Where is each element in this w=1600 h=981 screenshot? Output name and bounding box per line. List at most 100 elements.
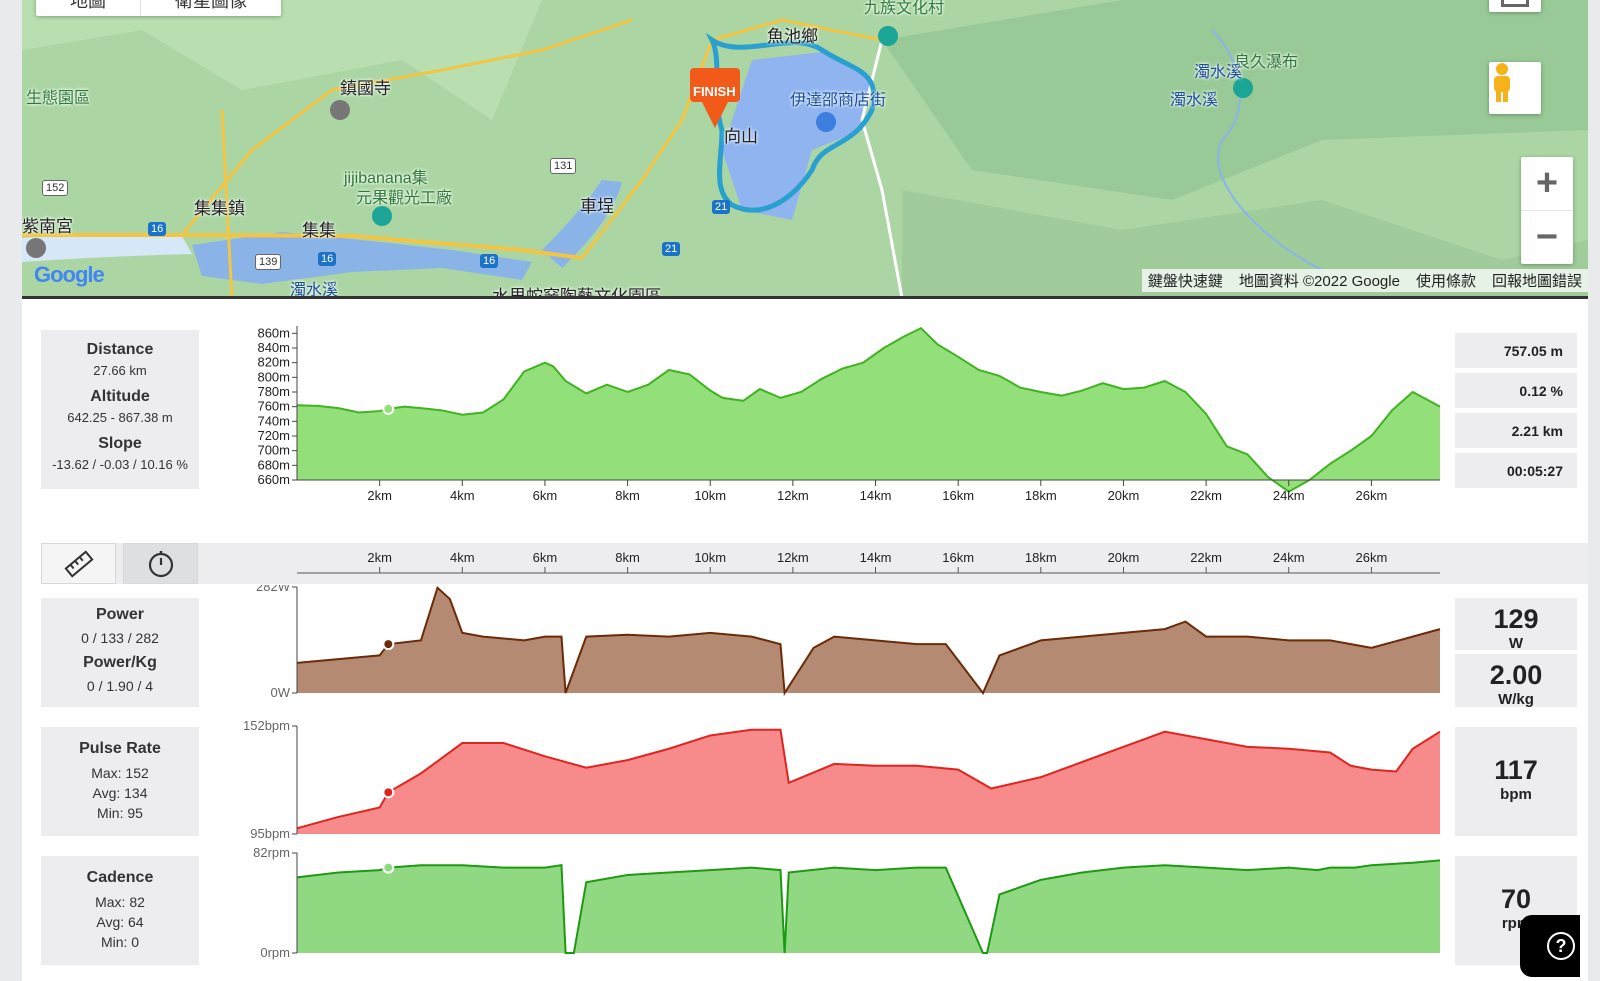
readout-slope: 0.12 % bbox=[1455, 373, 1577, 408]
map-place-label[interactable]: 集集 bbox=[302, 221, 336, 240]
power-current: 129 bbox=[1493, 604, 1539, 634]
map-place-label[interactable]: 伊達邵商店街 bbox=[790, 92, 887, 109]
cadence-avg: Avg: 64 bbox=[96, 914, 144, 930]
map-place-label[interactable]: 良久瀑布 bbox=[1234, 54, 1299, 71]
power-unit: W bbox=[1508, 635, 1524, 652]
distance-mode-button[interactable] bbox=[41, 543, 116, 584]
map-place-label[interactable]: 元果觀光工廠 bbox=[356, 190, 453, 207]
power-chart[interactable]: 282W 0W bbox=[206, 585, 1468, 710]
y-tick-label: 0W bbox=[271, 685, 291, 700]
map-data-credit: 地圖資料 ©2022 Google bbox=[1238, 273, 1400, 290]
x-tick-label: 10km bbox=[694, 488, 726, 503]
report-error-link[interactable]: 回報地圖錯誤 bbox=[1491, 273, 1582, 290]
zoom-out-button[interactable]: − bbox=[1521, 210, 1573, 264]
altitude-value: 642.25 - 867.38 m bbox=[67, 410, 173, 425]
pulse-summary-panel: Pulse Rate Max: 152 Avg: 134 Min: 95 bbox=[41, 727, 199, 836]
slope-value: -13.62 / -0.03 / 10.16 % bbox=[52, 457, 188, 472]
y-tick-label: 780m bbox=[257, 384, 290, 399]
series-line bbox=[296, 326, 1441, 493]
map-type-satellite-button[interactable]: 衛星圖像 bbox=[140, 0, 281, 16]
power-per-kg-current: 2.00 bbox=[1489, 660, 1543, 690]
map-place-label[interactable]: 集集鎮 bbox=[194, 199, 245, 218]
x-tick-label: 12km bbox=[777, 550, 809, 565]
x-tick-label: 16km bbox=[942, 488, 974, 503]
finish-marker-icon bbox=[690, 68, 740, 128]
fullscreen-button[interactable] bbox=[1489, 0, 1541, 12]
map-place-label[interactable]: 濁水溪 bbox=[1194, 64, 1243, 81]
series-area bbox=[297, 328, 1440, 492]
altitude-label: Altitude bbox=[90, 388, 150, 405]
help-button[interactable]: ? bbox=[1520, 915, 1580, 977]
map-terrain bbox=[22, 0, 1588, 298]
keyboard-shortcuts-link[interactable]: 鍵盤快速鍵 bbox=[1147, 273, 1223, 290]
page: 地圖 衛星圖像 魚池鄉 九族文化村 鎮國寺 生態園區 伊達邵商店街 良久瀑布 濁水溪 濁水溪 j… bbox=[22, 0, 1588, 981]
terms-link[interactable]: 使用條款 bbox=[1415, 273, 1476, 290]
map-place-label[interactable]: 紫南宮 bbox=[22, 217, 73, 236]
map-place-label[interactable]: 鎮國寺 bbox=[340, 79, 391, 98]
map-place-label[interactable]: jijibanana集 bbox=[344, 170, 428, 187]
chart-toolbar: 2km 4km 6km 8km 10km 12km 14km 16km 18km 20km 22km… bbox=[41, 543, 1588, 584]
map-place-label[interactable]: 魚池鄉 bbox=[767, 27, 818, 46]
map-type-map-button[interactable]: 地圖 bbox=[70, 0, 106, 11]
zoom-control: + − bbox=[1521, 157, 1573, 264]
x-tick-label: 2km bbox=[367, 550, 392, 565]
pulse-min: Min: 95 bbox=[97, 805, 143, 821]
power-per-kg-values: 0 / 1.90 / 4 bbox=[86, 678, 154, 694]
cadence-summary-panel: Cadence Max: 82 Avg: 64 Min: 0 bbox=[41, 856, 199, 965]
series-line bbox=[296, 585, 1441, 697]
road-shield: 21 bbox=[712, 200, 731, 214]
help-icon: ? bbox=[1547, 932, 1575, 960]
x-tick-label: 16km bbox=[942, 550, 974, 565]
readout-distance: 2.21 km bbox=[1455, 413, 1577, 448]
time-mode-button[interactable] bbox=[123, 543, 198, 584]
time-axis[interactable]: 2km 4km 6km 8km 10km 12km 14km 16km 18km 20km 22km… bbox=[206, 543, 1468, 584]
map-place-label[interactable]: 濁水溪 bbox=[290, 282, 339, 298]
pulse-avg: Avg: 134 bbox=[92, 785, 148, 801]
map-place-label[interactable]: 九族文化村 bbox=[864, 0, 945, 17]
map-attribution: 鍵盤快速鍵 地圖資料 ©2022 Google 使用條款 回報地圖錯誤 bbox=[1141, 269, 1588, 292]
map-place-label[interactable]: 生態園區 bbox=[26, 90, 91, 107]
series-area bbox=[297, 860, 1440, 953]
cadence-min: Min: 0 bbox=[100, 934, 140, 950]
power-per-kg-readout: 2.00 W/kg bbox=[1455, 654, 1577, 708]
position-marker bbox=[382, 861, 395, 874]
power-summary-panel: Power 0 / 133 / 282 Power/Kg 0 / 1.90 / … bbox=[41, 598, 199, 707]
power-values: 0 / 133 / 282 bbox=[81, 630, 159, 646]
street-view-pegman-button[interactable] bbox=[1489, 62, 1541, 114]
road-shield: 16 bbox=[318, 252, 337, 266]
finish-marker-label: FINISH bbox=[693, 84, 736, 99]
road-shield: 152 bbox=[42, 180, 69, 196]
x-tick-label: 8km bbox=[615, 550, 640, 565]
y-tick-label: 840m bbox=[257, 340, 290, 355]
elevation-summary-panel: Distance 27.66 km Altitude 642.25 - 867.… bbox=[41, 330, 199, 489]
x-tick-label: 20km bbox=[1108, 550, 1140, 565]
map-place-label[interactable]: 水里蛇窯陶藝文化園區 bbox=[492, 287, 662, 298]
x-tick-label: 24km bbox=[1273, 550, 1305, 565]
pulse-current-readout: 117 bpm bbox=[1455, 727, 1577, 836]
cadence-chart[interactable]: 82rpm 0rpm bbox=[206, 845, 1468, 970]
x-tick-label: 22km bbox=[1190, 550, 1222, 565]
y-tick-label: 282W bbox=[256, 585, 291, 594]
road-shield: 16 bbox=[480, 254, 499, 268]
pegman-icon bbox=[1494, 63, 1510, 102]
elevation-chart[interactable]: 860m840m820m800m780m760m740m720m700m680m… bbox=[206, 322, 1468, 522]
route-map[interactable]: 地圖 衛星圖像 魚池鄉 九族文化村 鎮國寺 生態園區 伊達邵商店街 良久瀑布 濁水溪 濁水溪 j… bbox=[22, 0, 1588, 298]
position-marker bbox=[382, 638, 395, 651]
readout-altitude: 757.05 m bbox=[1455, 333, 1577, 368]
stopwatch-icon bbox=[148, 550, 173, 577]
y-tick-label: 820m bbox=[257, 355, 290, 370]
map-place-label[interactable]: 向山 bbox=[724, 127, 758, 146]
map-resize-bar[interactable] bbox=[22, 296, 1588, 299]
y-tick-label: 740m bbox=[257, 413, 290, 428]
x-tick-label: 4km bbox=[450, 550, 475, 565]
zoom-in-button[interactable]: + bbox=[1535, 162, 1559, 204]
power-current-readout: 129 W bbox=[1455, 598, 1577, 652]
series-line bbox=[296, 859, 1441, 954]
map-place-label[interactable]: 濁水溪 bbox=[1170, 92, 1219, 109]
power-per-kg-label: Power/Kg bbox=[83, 654, 157, 671]
pulse-chart[interactable]: 152bpm 95bpm bbox=[206, 716, 1468, 841]
map-place-label[interactable]: 車埕 bbox=[580, 197, 614, 216]
google-logo: Google bbox=[34, 262, 105, 287]
power-label: Power bbox=[95, 606, 144, 623]
x-tick-label: 4km bbox=[450, 488, 475, 503]
